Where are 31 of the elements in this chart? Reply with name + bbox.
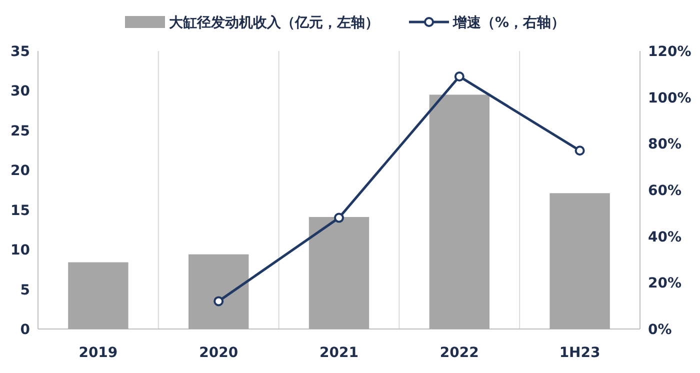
point (454, 71, 464, 82)
y2-tick-label: 80% (648, 136, 682, 153)
x-tick-label: 2022 (440, 345, 479, 361)
y-tick-label: 35 (10, 44, 30, 60)
y-tick-label: 0 (20, 322, 30, 338)
y2-tick-label: 40% (648, 229, 682, 246)
bar (429, 94, 490, 329)
x-tick-label: 2019 (78, 345, 118, 361)
x-tick-label: 2020 (199, 345, 238, 361)
point (574, 146, 585, 156)
legend-label: 大缸径发动机收入（亿元，左轴） (169, 15, 379, 31)
y-tick-label: 15 (10, 202, 30, 219)
y-tick-label: 30 (10, 84, 30, 100)
y2-tick-label: 0% (648, 322, 672, 338)
bar (68, 262, 128, 329)
point (334, 212, 344, 223)
y2-tick-label: 100% (648, 90, 692, 106)
y-tick-label: 25 (10, 123, 30, 140)
bar (308, 217, 370, 329)
bar (550, 193, 610, 329)
legend-label: 增速（%，右轴） (452, 15, 566, 31)
bar (188, 254, 249, 329)
x-tick-label: 1H23 (559, 345, 600, 361)
y2-tick-label: 60% (648, 183, 682, 199)
y2-tick-label: 120% (648, 44, 692, 60)
y-tick-label: 5 (20, 282, 30, 298)
point (214, 296, 224, 306)
x-tick-label: 2021 (320, 345, 358, 361)
y-tick-label: 20 (10, 163, 30, 180)
y-tick-label: 10 (10, 242, 30, 259)
y2-tick-label: 20% (648, 276, 682, 292)
